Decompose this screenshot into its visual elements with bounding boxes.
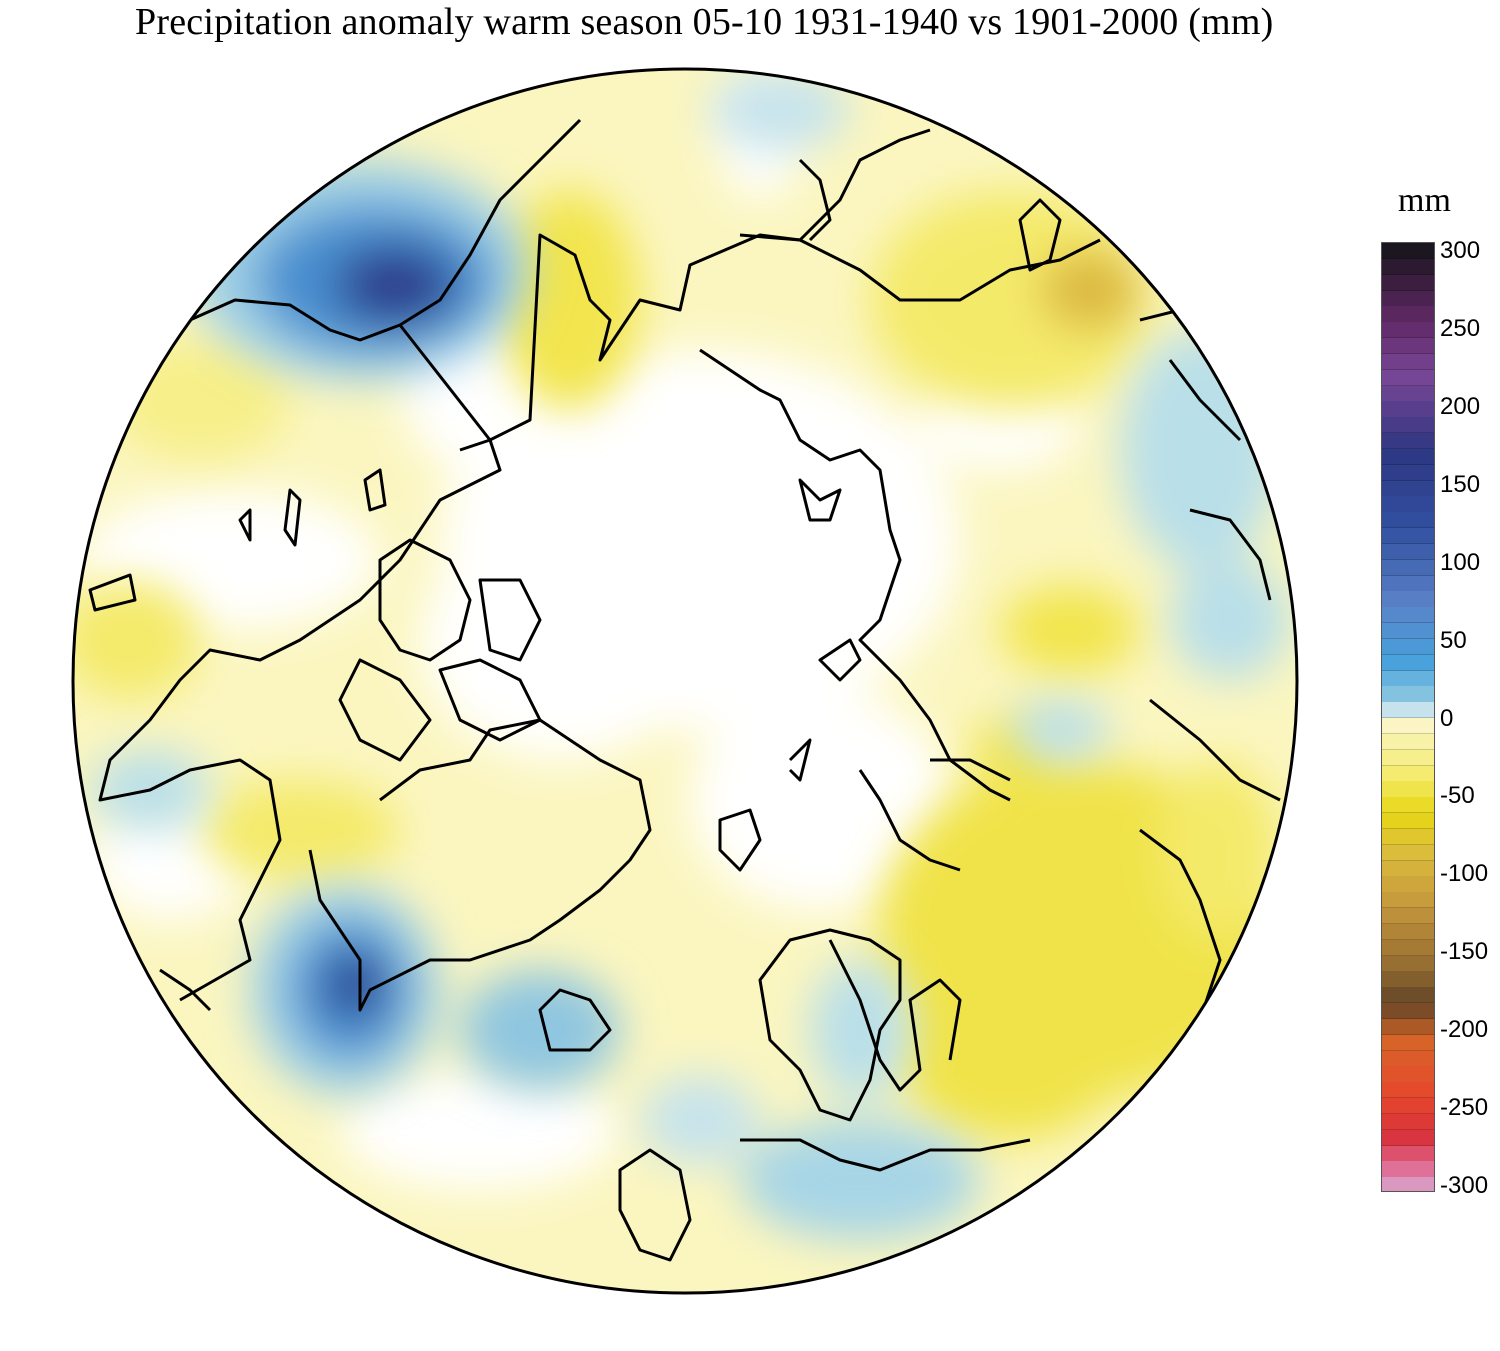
colorbar-band [1382, 258, 1434, 276]
colorbar-band [1382, 385, 1434, 402]
colorbar-band [1382, 1098, 1434, 1115]
colorbar-band [1382, 433, 1434, 450]
colorbar-band [1382, 860, 1434, 877]
colorbar-tick-label: 250 [1440, 314, 1481, 342]
wet-zones [90, 70, 1290, 1240]
colorbar-band [1382, 528, 1434, 545]
colorbar-band [1382, 1050, 1434, 1067]
colorbar-band [1382, 591, 1434, 608]
colorbar [1381, 242, 1435, 1192]
colorbar-band [1382, 844, 1434, 861]
colorbar-band [1382, 1129, 1434, 1146]
colorbar-band [1382, 1161, 1434, 1178]
colorbar-band [1382, 480, 1434, 497]
map-boundary [71, 67, 1299, 1295]
colorbar-tick-label: -200 [1440, 1016, 1489, 1044]
colorbar-band [1382, 1082, 1434, 1099]
colorbar-band [1382, 781, 1434, 798]
colorbar-band [1382, 338, 1434, 355]
coastlines [88, 118, 1292, 1262]
colorbar-band [1382, 1113, 1434, 1131]
colorbar-band [1382, 670, 1434, 687]
colorbar-band [1382, 876, 1434, 893]
colorbar-band [1382, 939, 1434, 956]
colorbar-band [1382, 828, 1434, 846]
colorbar-band [1382, 908, 1434, 925]
colorbar-band [1382, 496, 1434, 513]
colorbar-band [1382, 322, 1434, 339]
colorbar-band [1382, 971, 1434, 988]
colorbar-band [1382, 623, 1434, 640]
colorbar-band [1382, 512, 1434, 529]
colorbar-band [1382, 306, 1434, 323]
colorbar-band [1382, 353, 1434, 371]
anomaly-field [73, 69, 1297, 1293]
colorbar-tick-label: -300 [1440, 1172, 1489, 1199]
colorbar-band [1382, 765, 1434, 782]
colorbar-tick-label: -100 [1440, 860, 1489, 888]
colorbar-band [1382, 243, 1434, 260]
colorbar-band [1382, 464, 1434, 481]
colorbar-band [1382, 987, 1434, 1004]
colorbar-tick-label: 300 [1440, 237, 1481, 264]
colorbar-band [1382, 448, 1434, 466]
colorbar-band [1382, 559, 1434, 576]
colorbar-band [1382, 290, 1434, 307]
colorbar-band [1382, 813, 1434, 830]
colorbar-band [1382, 1066, 1434, 1083]
colorbar-band [1382, 543, 1434, 561]
colorbar-band [1382, 718, 1434, 735]
colorbar-band [1382, 1145, 1434, 1162]
colorbar-band [1382, 369, 1434, 386]
colorbar-band [1382, 702, 1434, 719]
colorbar-band [1382, 1018, 1434, 1036]
colorbar-tick-label: 0 [1440, 704, 1454, 732]
colorbar-band [1382, 274, 1434, 291]
map-title: Precipitation anomaly warm season 05-10 … [135, 1, 1274, 43]
dry-zones [73, 190, 1280, 1140]
colorbar-band [1382, 607, 1434, 624]
colorbar-tick-label: 100 [1440, 548, 1481, 576]
colorbar-band [1382, 923, 1434, 941]
colorbar-band [1382, 638, 1434, 656]
colorbar-tick-label: 200 [1440, 392, 1481, 420]
colorbar-band [1382, 686, 1434, 703]
colorbar-band [1382, 417, 1434, 434]
colorbar-band [1382, 749, 1434, 766]
colorbar-band [1382, 797, 1434, 814]
colorbar-band [1382, 401, 1434, 418]
colorbar-band [1382, 955, 1434, 972]
colorbar-tick-label: 50 [1440, 626, 1467, 654]
colorbar-tick-label: -50 [1440, 782, 1475, 810]
colorbar-tick-label: -250 [1440, 1094, 1489, 1122]
colorbar-band [1382, 575, 1434, 592]
colorbar-tick-label: -150 [1440, 938, 1489, 966]
colorbar-band [1382, 654, 1434, 671]
colorbar-band [1382, 892, 1434, 909]
legend-unit: mm [1398, 182, 1451, 219]
colorbar-band [1382, 1003, 1434, 1020]
colorbar-tick-label: 150 [1440, 470, 1481, 498]
colorbar-band [1382, 1034, 1434, 1051]
colorbar-band [1382, 733, 1434, 751]
colorbar-band [1382, 1177, 1434, 1191]
